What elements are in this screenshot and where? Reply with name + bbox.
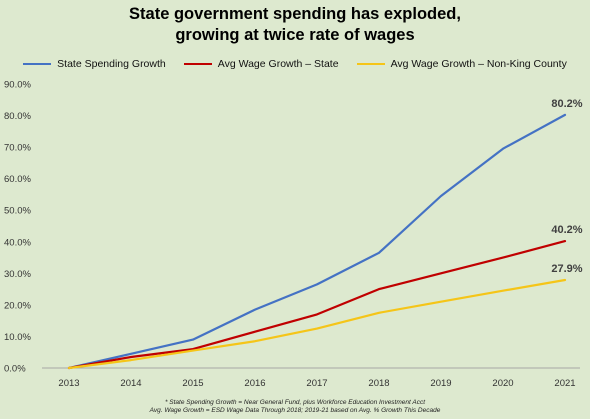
data-point — [378, 311, 380, 314]
data-point — [192, 338, 194, 341]
chart-title-line-2: growing at twice rate of wages — [175, 26, 415, 44]
y-tick-label: 80.0% — [4, 111, 31, 122]
data-point — [564, 279, 566, 281]
data-point — [254, 330, 256, 333]
data-point — [502, 289, 504, 292]
x-tick-label: 2013 — [58, 378, 79, 389]
data-point — [440, 272, 442, 275]
y-tick-label: 10.0% — [4, 332, 31, 343]
y-tick-label: 20.0% — [4, 300, 31, 311]
footnote-line-2: Avg. Wage Growth = ESD Wage Data Through… — [149, 407, 441, 414]
y-tick-label: 0.0% — [4, 364, 26, 375]
data-point — [316, 313, 318, 316]
x-tick-label: 2015 — [182, 378, 203, 389]
data-point — [254, 340, 256, 342]
data-label: 27.9% — [551, 263, 582, 275]
y-tick-label: 90.0% — [4, 80, 31, 91]
legend-label-wage-non-king: Avg Wage Growth – Non-King County — [390, 58, 567, 70]
x-tick-label: 2018 — [368, 378, 389, 389]
x-tick-label: 2020 — [492, 378, 513, 389]
x-tick-label: 2016 — [244, 378, 265, 389]
data-point — [564, 114, 566, 116]
data-label: 40.2% — [551, 224, 582, 236]
legend-swatch-wage-state — [183, 63, 212, 65]
data-point — [254, 308, 256, 311]
y-tick-label: 70.0% — [4, 143, 31, 154]
y-tick-label: 40.0% — [4, 237, 31, 248]
legend-swatch-wage-non-king — [356, 63, 385, 65]
data-point — [440, 195, 442, 197]
x-tick-label: 2017 — [306, 378, 327, 389]
footnote-line-1: * State Spending Growth = Near General F… — [164, 399, 426, 406]
data-point — [440, 300, 442, 303]
series-line-1 — [67, 113, 567, 370]
data-point — [316, 327, 318, 330]
data-point — [130, 359, 132, 361]
data-point — [502, 147, 504, 150]
y-tick-label: 60.0% — [4, 174, 31, 185]
data-point — [378, 252, 380, 254]
legend-label-state-spending: State Spending Growth — [57, 58, 166, 70]
legend: State Spending Growth Avg Wage Growth – … — [0, 58, 590, 70]
footnote: * State Spending Growth = Near General F… — [0, 399, 590, 415]
data-point — [130, 356, 132, 358]
legend-item-wage-state: Avg Wage Growth – State — [183, 58, 339, 70]
chart-title-line-1: State government spending has exploded, — [129, 5, 461, 23]
legend-label-wage-state: Avg Wage Growth – State — [217, 58, 339, 70]
x-tick-label: 2021 — [554, 378, 575, 389]
data-point — [564, 240, 566, 242]
data-point — [68, 367, 70, 369]
data-point — [316, 283, 318, 286]
data-point — [502, 256, 504, 259]
data-point — [130, 353, 132, 355]
legend-item-wage-non-king: Avg Wage Growth – Non-King County — [356, 58, 567, 70]
y-tick-label: 50.0% — [4, 206, 31, 217]
legend-item-state-spending: State Spending Growth — [23, 58, 166, 70]
chart-title: State government spending has exploded, … — [0, 4, 590, 46]
legend-swatch-state-spending — [23, 63, 52, 65]
x-tick-label: 2019 — [430, 378, 451, 389]
data-label: 80.2% — [551, 98, 582, 110]
data-point — [378, 288, 380, 290]
series-line-2 — [67, 240, 567, 370]
x-tick-label: 2014 — [120, 378, 141, 389]
y-tick-label: 30.0% — [4, 269, 31, 280]
data-point — [192, 349, 194, 352]
